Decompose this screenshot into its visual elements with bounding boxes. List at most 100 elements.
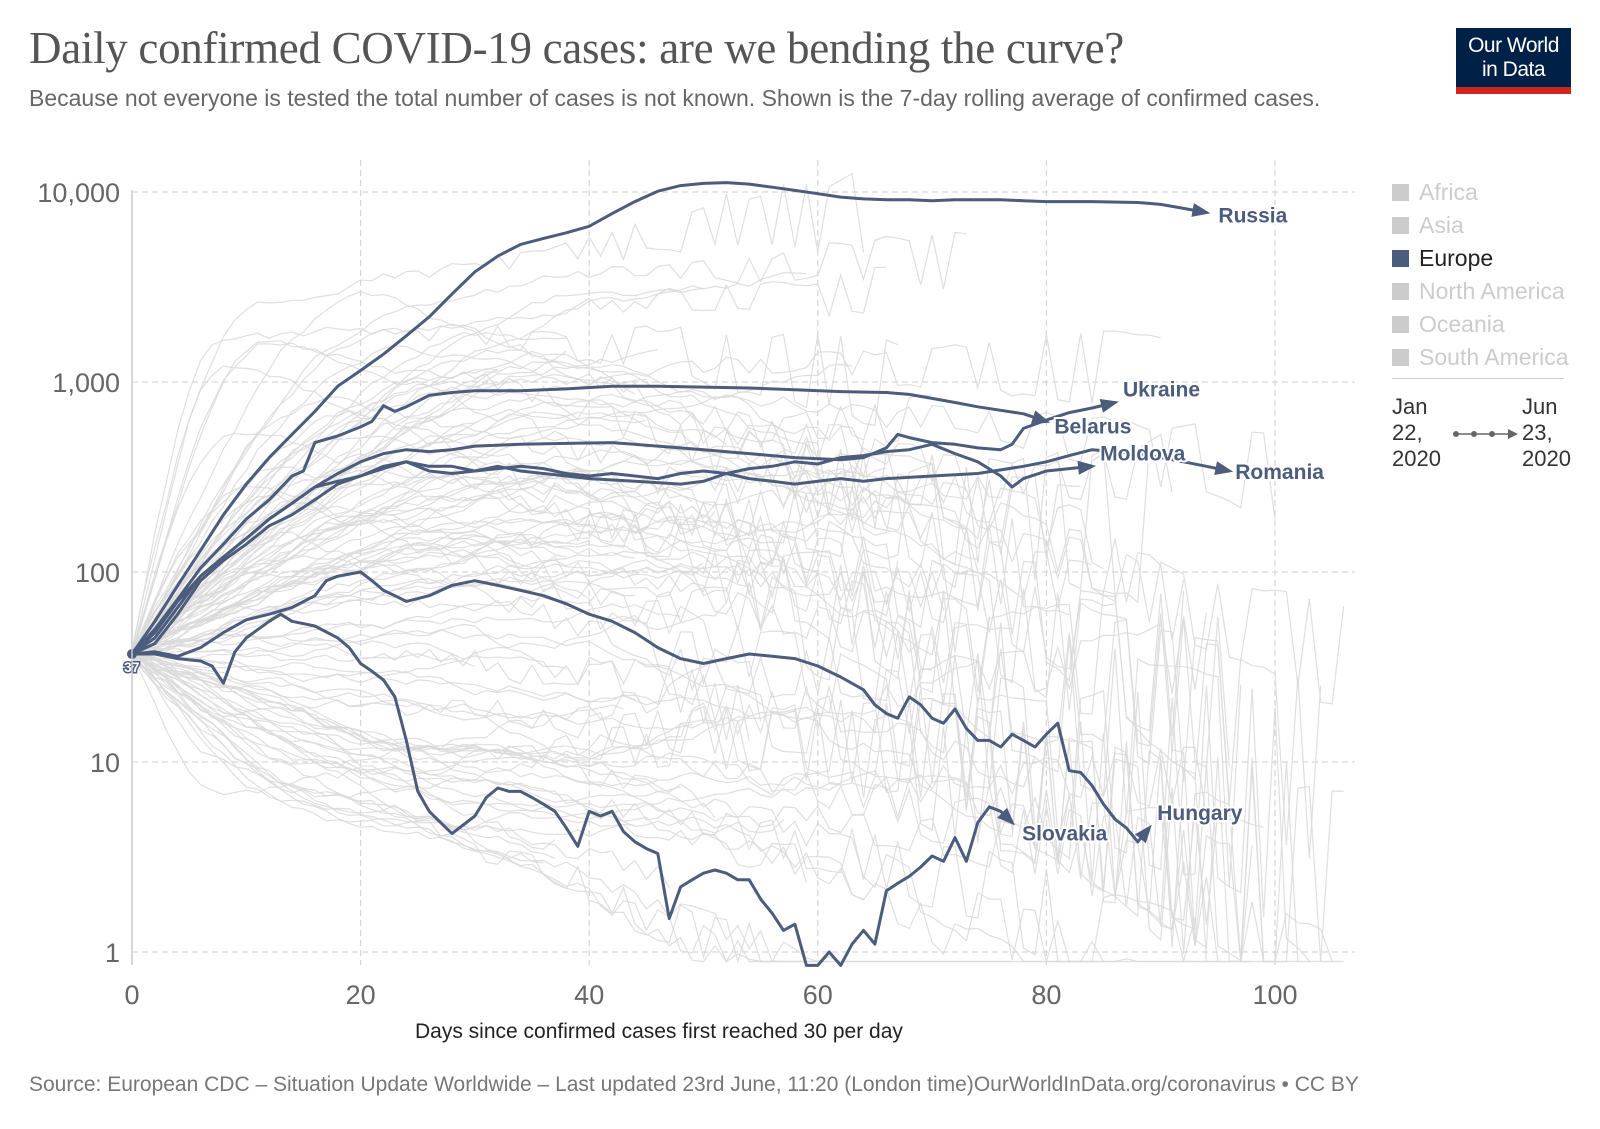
background-series-line: [131, 652, 1104, 963]
y-tick-label: 100: [75, 558, 120, 588]
background-series-line: [131, 446, 1150, 655]
owid-logo[interactable]: Our World in Data: [1456, 28, 1571, 94]
series-arrow-slovakia: [997, 807, 1015, 826]
series-label-belarus[interactable]: Belarus: [1052, 413, 1133, 440]
timeline-end-date: Jun 23, 2020: [1522, 394, 1571, 472]
series-line-hungary: [131, 570, 1151, 844]
legend-divider: [1392, 378, 1564, 379]
background-series-line: [131, 348, 658, 653]
background-series-line: [131, 465, 933, 671]
background-series-line: [131, 485, 762, 722]
background-series-line: [131, 653, 1218, 963]
series-label-hungary[interactable]: Hungary: [1155, 800, 1245, 827]
background-series-line: [131, 651, 1013, 868]
background-series-line: [131, 231, 967, 653]
background-series-line: [131, 535, 1116, 670]
legend-swatch: [1392, 349, 1409, 366]
legend-item-oceania[interactable]: Oceania: [1392, 308, 1569, 341]
background-series-line: [131, 272, 807, 659]
source-link[interactable]: OurWorldInData.org/coronavirus: [973, 1073, 1276, 1096]
background-series-line: [131, 408, 979, 656]
legend-item-europe[interactable]: Europe: [1392, 242, 1569, 275]
timeline-range[interactable]: Jan 22, 2020 Jun 23, 2020: [1392, 394, 1582, 474]
legend-label: Europe: [1419, 245, 1494, 271]
background-series-line: [131, 653, 807, 883]
legend-swatch: [1392, 316, 1409, 333]
background-series-line: [131, 422, 476, 652]
background-series-line: [131, 652, 818, 963]
background-series-line: [131, 380, 1081, 659]
legend: Africa Asia Europe North America Oceania…: [1392, 176, 1569, 374]
series-line-russia: [130, 181, 1207, 655]
background-series-line: [131, 649, 658, 790]
background-series-line: [131, 484, 819, 656]
chart-subtitle: Because not everyone is tested the total…: [29, 85, 1321, 111]
series-arrow-russia: [1191, 203, 1211, 217]
series-arrow-hungary: [1135, 824, 1152, 844]
series-label-moldova[interactable]: Moldova: [1098, 440, 1187, 467]
background-series-line: [131, 653, 1333, 963]
background-series-line: [131, 654, 1253, 962]
legend-item-africa[interactable]: Africa: [1392, 176, 1569, 209]
background-series-line: [131, 654, 681, 803]
series-line-belarus: [130, 384, 1047, 656]
background-series-line: [131, 287, 704, 650]
background-series-line: [131, 394, 933, 652]
background-series-line: [131, 654, 556, 850]
background-series-line: [131, 553, 945, 659]
legend-label: South America: [1419, 344, 1569, 370]
x-tick-label: 100: [1252, 980, 1297, 1010]
logo-line-1: Our World: [1468, 34, 1559, 57]
background-series-line: [131, 330, 1161, 653]
timeline-start-month: Jan: [1392, 394, 1428, 419]
chart-title: Daily confirmed COVID-19 cases: are we b…: [29, 23, 1124, 73]
background-series-line: [131, 638, 750, 741]
background-series-line: [131, 651, 670, 889]
background-series-line: [131, 652, 544, 864]
timeline-start-date: Jan 22, 2020: [1392, 394, 1441, 472]
background-series-line: [131, 432, 1310, 962]
background-series-line: [131, 655, 1070, 841]
legend-swatch: [1392, 184, 1409, 201]
background-series-line: [131, 466, 921, 654]
y-tick-label: 10,000: [37, 178, 120, 208]
series-arrow-moldova: [1077, 460, 1097, 475]
timeline-end-day: 23,: [1522, 420, 1553, 445]
legend-item-north-america[interactable]: North America: [1392, 275, 1569, 308]
legend-label: Africa: [1419, 179, 1478, 205]
legend-item-south-america[interactable]: South America: [1392, 341, 1569, 374]
background-series-line: [131, 489, 819, 651]
series-line-moldova: [131, 442, 1093, 656]
background-series-line: [131, 654, 635, 827]
background-series-line: [131, 613, 1230, 799]
background-series-line: [131, 657, 1013, 964]
license-text: • CC BY: [1275, 1073, 1359, 1096]
timeline-start-day: 22,: [1392, 420, 1423, 445]
background-series-line: [131, 417, 647, 652]
y-tick-label: 10: [90, 748, 120, 778]
background-series-line: [131, 562, 704, 653]
logo-accent-bar: [1456, 87, 1571, 94]
series-label-romania[interactable]: Romania: [1233, 459, 1326, 486]
background-series-line: [131, 623, 567, 669]
legend-swatch: [1392, 283, 1409, 300]
logo-line-2: in Data: [1481, 58, 1546, 81]
background-series-line: [131, 441, 865, 652]
background-series-line: [131, 652, 693, 731]
legend-label: Asia: [1419, 212, 1464, 238]
background-series-line: [131, 266, 887, 654]
background-series-line: [131, 390, 1276, 659]
timeline-end-year: 2020: [1522, 446, 1571, 471]
source-text: Source: European CDC – Situation Update …: [29, 1073, 974, 1096]
series-label-slovakia[interactable]: Slovakia: [1020, 821, 1110, 848]
background-series-line: [131, 582, 773, 651]
background-series-line: [131, 396, 1230, 810]
footer: Source: European CDC – Situation Update …: [29, 1073, 1359, 1097]
series-label-russia[interactable]: Russia: [1216, 203, 1289, 230]
legend-item-asia[interactable]: Asia: [1392, 209, 1569, 242]
background-series-line: [131, 658, 1196, 963]
x-tick-label: 0: [124, 980, 139, 1010]
series-label-ukraine[interactable]: Ukraine: [1121, 377, 1202, 404]
timeline-end-month: Jun: [1522, 394, 1558, 419]
